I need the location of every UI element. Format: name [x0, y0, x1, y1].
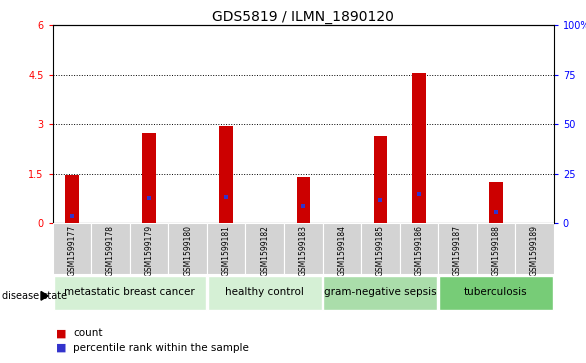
- Bar: [207, 223, 246, 274]
- Text: GSM1599178: GSM1599178: [106, 225, 115, 276]
- Text: GSM1599180: GSM1599180: [183, 225, 192, 276]
- Text: GSM1599182: GSM1599182: [260, 225, 269, 276]
- Text: GSM1599184: GSM1599184: [338, 225, 346, 276]
- Bar: [439, 276, 553, 310]
- Bar: [374, 136, 387, 223]
- Text: ■: ■: [56, 328, 66, 338]
- Bar: [323, 276, 437, 310]
- Bar: [53, 223, 91, 274]
- Bar: [53, 276, 206, 310]
- Bar: [297, 177, 310, 223]
- Text: GSM1599189: GSM1599189: [530, 225, 539, 276]
- Text: GSM1599183: GSM1599183: [299, 225, 308, 276]
- Bar: [400, 223, 438, 274]
- Bar: [476, 223, 515, 274]
- Text: GSM1599179: GSM1599179: [145, 225, 154, 276]
- Text: GSM1599185: GSM1599185: [376, 225, 385, 276]
- Bar: [207, 276, 322, 310]
- Bar: [515, 223, 554, 274]
- Bar: [438, 223, 476, 274]
- Bar: [284, 223, 322, 274]
- Text: ■: ■: [56, 343, 66, 353]
- Text: healthy control: healthy control: [225, 287, 304, 297]
- Bar: [130, 223, 168, 274]
- Bar: [168, 223, 207, 274]
- Bar: [246, 223, 284, 274]
- Text: GSM1599188: GSM1599188: [492, 225, 500, 276]
- Text: gram-negative sepsis: gram-negative sepsis: [324, 287, 437, 297]
- Title: GDS5819 / ILMN_1890120: GDS5819 / ILMN_1890120: [212, 11, 394, 24]
- Text: count: count: [73, 328, 103, 338]
- Polygon shape: [41, 291, 48, 300]
- Bar: [361, 223, 400, 274]
- Bar: [219, 126, 233, 223]
- Bar: [142, 132, 156, 223]
- Bar: [322, 223, 361, 274]
- Bar: [489, 182, 503, 223]
- Text: tuberculosis: tuberculosis: [464, 287, 528, 297]
- Bar: [65, 175, 79, 223]
- Bar: [91, 223, 130, 274]
- Text: disease state: disease state: [2, 291, 67, 301]
- Text: metastatic breast cancer: metastatic breast cancer: [64, 287, 195, 297]
- Text: GSM1599177: GSM1599177: [67, 225, 77, 276]
- Text: GSM1599187: GSM1599187: [453, 225, 462, 276]
- Text: percentile rank within the sample: percentile rank within the sample: [73, 343, 249, 353]
- Bar: [412, 73, 425, 223]
- Text: GSM1599181: GSM1599181: [222, 225, 231, 276]
- Text: GSM1599186: GSM1599186: [414, 225, 423, 276]
